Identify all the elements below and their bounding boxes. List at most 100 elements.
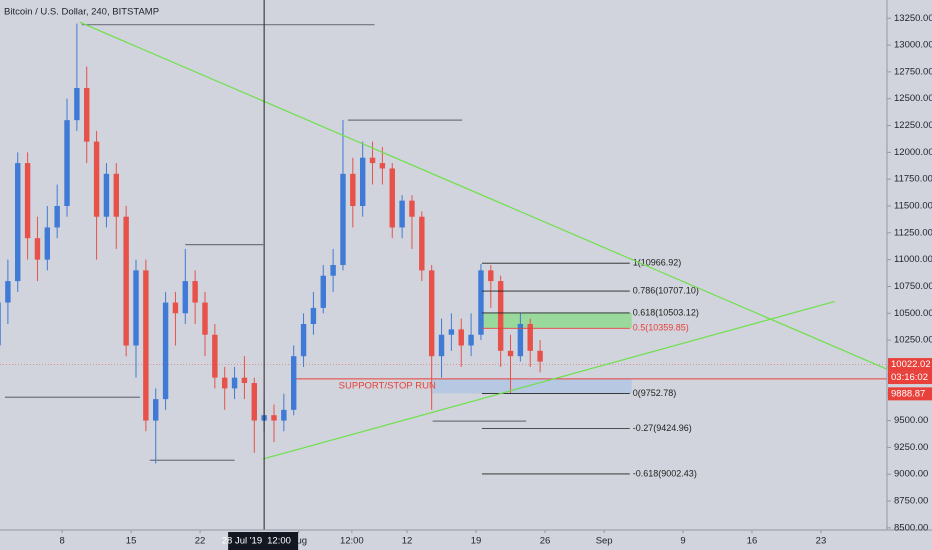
y-tick-label: 11000.00: [894, 254, 932, 265]
candle-body: [153, 399, 159, 421]
candle-body: [359, 157, 366, 206]
y-tick-label: 12500.00: [894, 93, 932, 104]
x-tick-label: 22: [195, 536, 206, 547]
y-tick-label: 9500.00: [894, 415, 928, 426]
trendline: [262, 300, 835, 460]
candle-body: [458, 329, 464, 346]
candle-body: [468, 334, 474, 346]
fib-label: 0.618(10503.12): [633, 307, 699, 317]
candle-body: [340, 173, 346, 265]
candle-body: [24, 163, 31, 239]
y-tick-label: 11750.00: [894, 174, 932, 185]
y-tick-label: 10500.00: [894, 308, 932, 319]
x-tick-label: Aug: [290, 536, 307, 547]
y-tick-label: 8750.00: [894, 496, 928, 507]
candle-body: [310, 307, 317, 325]
crosshair-label-box: [228, 532, 299, 550]
y-tick-label: 13000.00: [894, 40, 932, 51]
candle-body: [133, 270, 139, 346]
candle-body: [123, 216, 129, 346]
candle-body: [162, 302, 169, 400]
candle-body: [419, 216, 425, 271]
crosshair-time: 12:00: [267, 536, 291, 547]
candle-body: [93, 141, 100, 217]
candle-body: [527, 324, 533, 351]
candle-body: [113, 173, 120, 217]
fib-label: -0.27(9424.96): [633, 423, 692, 433]
x-tick-label: 16: [747, 536, 758, 547]
candle-body: [241, 377, 248, 384]
y-tick-label: 11500.00: [894, 201, 932, 212]
candle-body: [64, 120, 70, 206]
candle-body: [212, 334, 218, 378]
candle-body: [517, 324, 524, 357]
candle-body: [172, 302, 179, 314]
candle-body: [5, 281, 11, 303]
y-tick-label: 12000.00: [894, 147, 932, 158]
candle-body: [15, 163, 21, 282]
candle-body: [202, 302, 208, 335]
candle-body: [320, 275, 326, 308]
candle-body: [399, 200, 405, 228]
y-tick-label: 9250.00: [894, 442, 928, 453]
candle-body: [271, 415, 277, 421]
candle-body: [34, 238, 41, 260]
x-tick-label: 15: [126, 536, 137, 547]
zone: [481, 312, 632, 329]
candle-body: [428, 270, 435, 357]
x-tick-label: 12: [402, 536, 413, 547]
last-price-label-box: [888, 358, 932, 372]
candle-body: [409, 200, 415, 217]
support-price-label: 9888.87: [891, 388, 925, 399]
candle-body: [438, 334, 445, 357]
x-tick-label: 9: [680, 536, 685, 547]
y-tick-label: 10250.00: [894, 335, 932, 346]
zone: [432, 378, 632, 394]
candle-body: [507, 350, 514, 357]
fib-label: 0(9752.78): [633, 388, 677, 398]
candle-body: [54, 205, 60, 228]
y-tick-label: 9000.00: [894, 469, 928, 480]
candle-body: [448, 329, 455, 335]
trendline: [79, 21, 888, 370]
candle-body: [389, 168, 395, 228]
countdown-label: 03:16:02: [891, 372, 928, 383]
fib-label: 0.5(10359.85): [633, 323, 689, 333]
candle-body: [221, 377, 228, 389]
candle-body: [281, 409, 287, 421]
candle-body: [0, 302, 1, 346]
candle-body: [379, 163, 386, 169]
y-tick-label: 13250.00: [894, 13, 932, 24]
candle-body: [44, 227, 51, 260]
x-tick-label: 26: [540, 536, 551, 547]
x-tick-label: 19: [471, 536, 482, 547]
candle-body: [497, 281, 504, 351]
fib-label: 1(10966.92): [633, 258, 682, 268]
countdown-label-box: [888, 371, 932, 385]
support-price-label-box: [888, 387, 932, 401]
x-tick-label: 23: [816, 536, 827, 547]
candle-body: [182, 281, 188, 314]
candle-body: [478, 270, 484, 335]
candle-body: [231, 377, 238, 389]
x-tick-label: Sep: [596, 536, 613, 547]
x-tick-label: 12:00: [340, 536, 364, 547]
y-tick-label: 11250.00: [894, 227, 932, 238]
fib-label: -0.618(9002.43): [633, 468, 697, 478]
candle-body: [74, 87, 80, 121]
support-text: SUPPORT/STOP RUN: [339, 380, 436, 391]
candle-body: [192, 281, 198, 303]
x-tick-label: 8: [59, 536, 64, 547]
y-tick-label: 8500.00: [894, 522, 928, 533]
candle-body: [143, 270, 149, 421]
chart-title: Bitcoin / U.S. Dollar, 240, BITSTAMP: [4, 7, 159, 18]
crosshair-date: 28 Jul '19: [222, 536, 262, 547]
candle-body: [251, 383, 257, 421]
y-tick-label: 12750.00: [894, 66, 932, 77]
candle-body: [488, 270, 494, 282]
candle-body: [350, 173, 356, 206]
candle-body: [330, 265, 336, 276]
y-tick-label: 10750.00: [894, 281, 932, 292]
